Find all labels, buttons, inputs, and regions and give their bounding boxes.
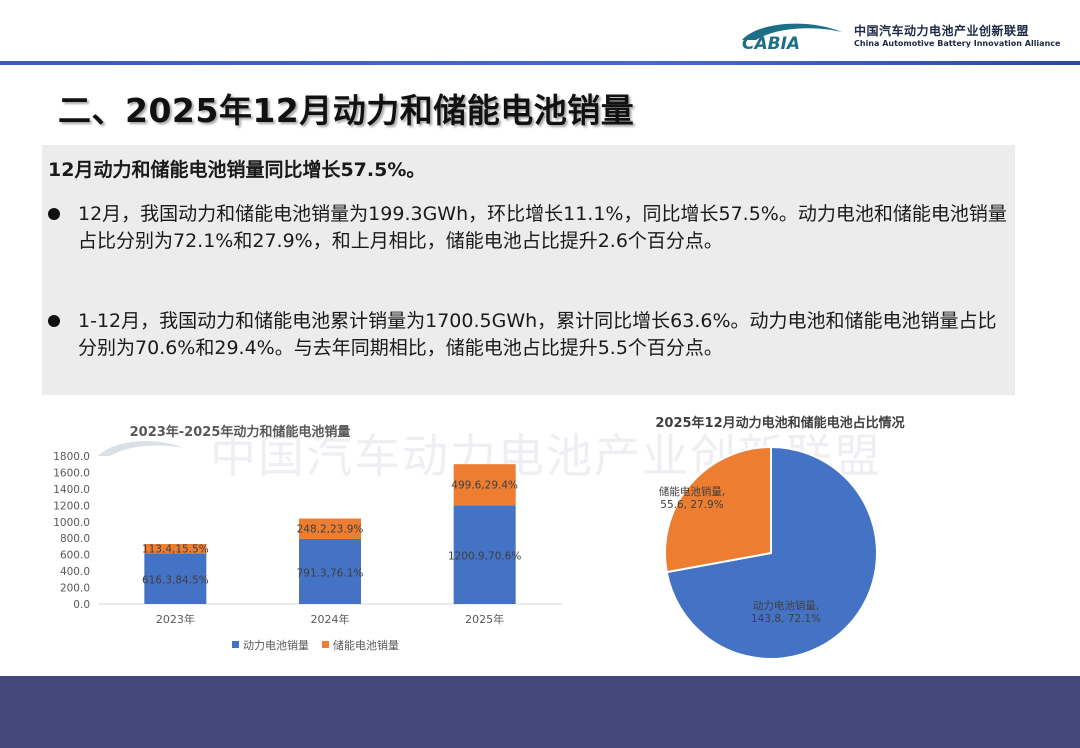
y-tick-label: 200.0 <box>60 583 90 595</box>
bullet-text: 12月，我国动力和储能电池销量为199.3GWh，环比增长11.1%，同比增长5… <box>78 203 1007 252</box>
y-tick-label: 1800.0 <box>53 451 90 463</box>
org-name-cn: 中国汽车动力电池产业创新联盟 <box>854 24 1030 38</box>
bullet-dot-icon <box>48 208 60 220</box>
bar-data-label: 1200.9,70.6% <box>448 551 521 563</box>
cabia-logo: CABIA 中国汽车动力电池产业创新联盟 China Automotive Ba… <box>738 18 1060 54</box>
bar-chart-title: 2023年-2025年动力和储能电池销量 <box>130 424 351 440</box>
bar-segment <box>144 553 207 604</box>
bullet-item: 1-12月，我国动力和储能电池累计销量为1700.5GWh，累计同比增长63.6… <box>48 308 1008 362</box>
org-name-en: China Automotive Battery Innovation Alli… <box>854 39 1061 48</box>
legend-swatch <box>322 641 329 648</box>
summary-headline: 12月动力和储能电池销量同比增长57.5%。 <box>48 159 426 181</box>
pie-label: 储能电池销量, <box>659 485 725 498</box>
watermark-logo-icon <box>98 441 184 456</box>
bar-data-label: 616.3,84.5% <box>142 575 209 587</box>
pie-label: 143.8, 72.1% <box>751 613 821 625</box>
y-tick-label: 1600.0 <box>53 467 90 479</box>
y-tick-label: 600.0 <box>60 550 90 562</box>
pie-chart: 2025年12月动力电池和储能电池占比情况 动力电池销量,143.8, 72.1… <box>655 415 905 660</box>
pie-slice <box>664 445 772 574</box>
logo-text: CABIA <box>742 34 800 52</box>
y-tick-label: 400.0 <box>60 566 90 578</box>
legend-label: 动力电池销量 <box>243 638 309 652</box>
bullet-text: 1-12月，我国动力和储能电池累计销量为1700.5GWh，累计同比增长63.6… <box>78 310 997 359</box>
legend-swatch <box>232 641 239 648</box>
pie-label: 动力电池销量, <box>753 599 819 612</box>
cabia-logo-icon: CABIA <box>742 23 842 52</box>
bar-segment <box>453 505 516 604</box>
header-rule <box>0 61 1080 65</box>
y-tick-label: 1000.0 <box>53 517 90 529</box>
bullet-item: 12月，我国动力和储能电池销量为199.3GWh，环比增长11.1%，同比增长5… <box>48 201 1008 255</box>
header-band <box>0 0 1080 64</box>
x-tick-label: 2024年 <box>311 612 350 626</box>
bar-segment <box>299 518 361 539</box>
x-tick-label: 2023年 <box>156 612 195 626</box>
bar-segment <box>453 464 516 506</box>
y-tick-label: 0.0 <box>73 599 90 611</box>
bar-segment <box>299 538 361 604</box>
y-tick-label: 800.0 <box>60 533 90 545</box>
y-tick-label: 1200.0 <box>53 500 90 512</box>
x-tick-label: 2025年 <box>465 612 504 626</box>
stacked-bar-chart: 2023年-2025年动力和储能电池销量 0.0 200.0 400.0 600.0 8… <box>53 424 562 652</box>
bar-data-label: 248.2,23.9% <box>297 524 364 536</box>
page-title: 二、2025年12月动力和储能电池销量 <box>58 91 635 130</box>
bar-data-label: 791.3,76.1% <box>297 567 364 579</box>
footer-band <box>0 676 1080 748</box>
bar-segment <box>144 544 207 554</box>
legend-label: 储能电池销量 <box>333 638 399 652</box>
summary-box: 12月动力和储能电池销量同比增长57.5%。 12月，我国动力和储能电池销量为1… <box>42 145 1015 395</box>
pie-label: 55.6, 27.9% <box>660 499 723 511</box>
bar-data-label: 499.6,29.4% <box>451 480 518 492</box>
bullet-dot-icon <box>48 315 60 327</box>
bar-data-label: 113.4,15.5% <box>142 544 209 556</box>
y-tick-label: 1400.0 <box>53 484 90 496</box>
pie-chart-title: 2025年12月动力电池和储能电池占比情况 <box>655 415 904 431</box>
